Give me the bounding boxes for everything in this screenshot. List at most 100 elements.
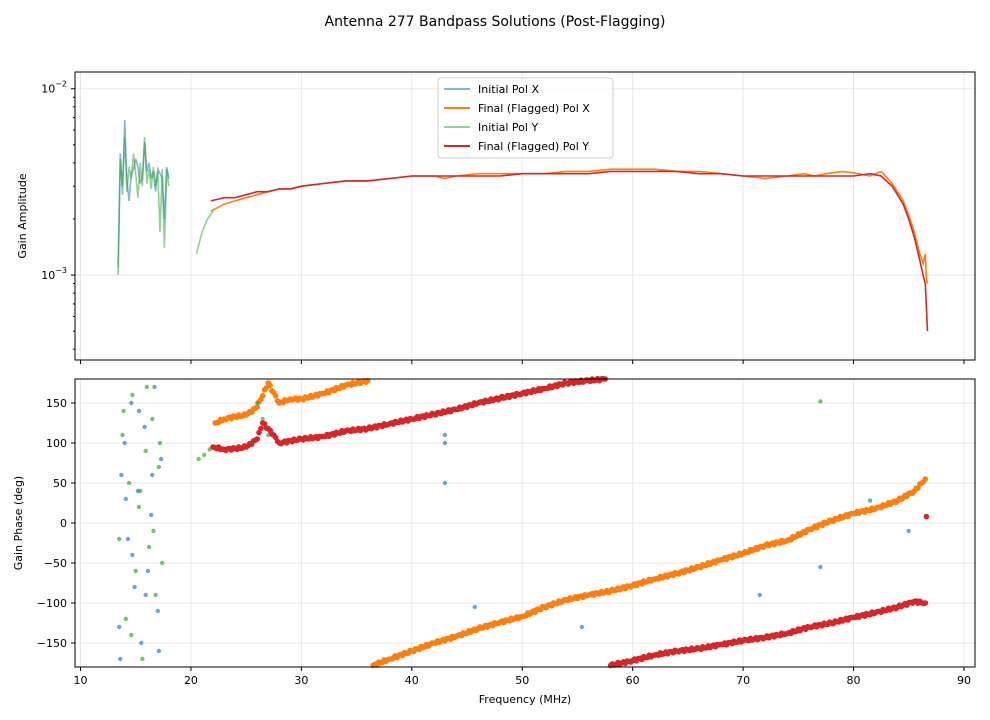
ph-point-0-12 bbox=[155, 608, 160, 614]
chart-title: Antenna 277 Bandpass Solutions (Post-Fla… bbox=[325, 14, 666, 30]
ph-fill-point-1-17-11 bbox=[473, 627, 480, 634]
ph-point-0-27 bbox=[818, 564, 823, 570]
legend-label-0: Initial Pol X bbox=[478, 83, 539, 96]
ph-ytick-label-100: 100 bbox=[46, 437, 67, 450]
ph-point-0-21 bbox=[442, 432, 448, 438]
ph-point-0-1 bbox=[119, 472, 124, 478]
ph-point-2-28 bbox=[818, 399, 823, 404]
ph-point-2-4 bbox=[130, 392, 135, 398]
legend: Initial Pol X Final (Flagged) Pol X Initia… bbox=[437, 77, 614, 159]
ph-point-2-6 bbox=[136, 504, 142, 510]
ph-fill-point-1-38-2 bbox=[915, 485, 921, 492]
ph-point-2-21 bbox=[202, 452, 207, 458]
ph-ytick-label-0: 0 bbox=[60, 517, 67, 530]
ph-point-0-23 bbox=[442, 480, 448, 486]
ph-fill-point-3-4-5 bbox=[252, 437, 259, 443]
ph-point-0-16 bbox=[130, 552, 135, 558]
ph-point-2-12 bbox=[156, 464, 162, 470]
ph-point-3-39 bbox=[923, 513, 930, 520]
ph-point-2-18 bbox=[151, 528, 156, 534]
ph-point-2-2 bbox=[123, 616, 128, 622]
ph-fill-point-1-11-11 bbox=[363, 379, 369, 386]
ph-fill-point-1-24-11 bbox=[628, 584, 634, 590]
ph-xtick-label-20: 20 bbox=[184, 674, 198, 687]
ph-point-2-15 bbox=[129, 632, 134, 638]
amplitude-axes-frame bbox=[74, 71, 976, 361]
phase-xlabel: Frequency (MHz) bbox=[479, 693, 571, 706]
ph-point-0-28 bbox=[867, 498, 873, 503]
ph-point-2-19 bbox=[157, 440, 163, 446]
ph-point-0-24 bbox=[472, 604, 477, 610]
ph-point-0-17 bbox=[136, 408, 142, 414]
ph-ytick-label-50: 50 bbox=[53, 477, 67, 490]
ph-point-0-15 bbox=[123, 496, 128, 502]
ph-point-0-10 bbox=[149, 512, 154, 518]
amp-series-line-1 bbox=[210, 168, 929, 284]
ph-point-2-5 bbox=[133, 568, 138, 574]
legend-label-1: Final (Flagged) Pol X bbox=[478, 102, 590, 115]
ph-point-0-5 bbox=[132, 584, 137, 590]
ph-point-0-26 bbox=[757, 592, 762, 598]
amp-series-line-3 bbox=[210, 170, 929, 332]
ph-fill-point-3-38-5 bbox=[920, 600, 927, 607]
ph-point-2-11 bbox=[153, 592, 158, 598]
ph-point-2-13 bbox=[160, 560, 165, 566]
ph-xtick-label-30: 30 bbox=[294, 674, 308, 687]
legend-label-2: Initial Pol Y bbox=[478, 121, 538, 134]
ph-point-0-11 bbox=[152, 384, 157, 390]
ph-point-0-22 bbox=[442, 440, 448, 446]
ph-point-0-14 bbox=[118, 656, 123, 662]
ph-fill-point-1-30-11 bbox=[760, 544, 767, 550]
legend-box bbox=[437, 77, 614, 159]
ph-fill-point-1-37-8 bbox=[909, 490, 916, 497]
ph-fill-point-1-23-11 bbox=[605, 589, 612, 596]
ph-xtick-label-90: 90 bbox=[957, 674, 971, 687]
ph-point-0-20 bbox=[156, 648, 162, 654]
ph-xtick-label-60: 60 bbox=[626, 674, 640, 687]
ph-fill-point-1-5-3 bbox=[259, 392, 266, 399]
legend-label-3: Final (Flagged) Pol Y bbox=[478, 140, 589, 153]
ph-xtick-label-50: 50 bbox=[515, 674, 529, 687]
ph-point-2-9 bbox=[146, 544, 152, 550]
ph-fill-point-1-36-11 bbox=[893, 499, 899, 506]
ph-fill-point-1-38-5 bbox=[920, 479, 927, 485]
ph-point-2-7 bbox=[140, 656, 145, 662]
ph-point-0-25 bbox=[579, 624, 585, 630]
ph-ytick-label--50: −50 bbox=[44, 557, 67, 570]
ph-point-2-1 bbox=[120, 432, 125, 438]
ph-xtick-label-70: 70 bbox=[736, 674, 750, 687]
ph-point-0-9 bbox=[145, 568, 151, 574]
phase-ylabel: Gain Phase (deg) bbox=[12, 476, 25, 570]
ph-point-2-0 bbox=[117, 536, 122, 542]
ph-fill-point-1-4-5 bbox=[252, 405, 259, 411]
ph-point-2-17 bbox=[144, 384, 149, 390]
ph-point-0-7 bbox=[139, 640, 144, 646]
ph-point-2-14 bbox=[121, 408, 126, 414]
ph-point-2-25 bbox=[260, 416, 265, 422]
ph-point-0-2 bbox=[122, 440, 127, 446]
ph-point-0-4 bbox=[129, 400, 134, 406]
ph-fill-point-3-6-1 bbox=[261, 421, 268, 427]
ph-ytick-label--150: −150 bbox=[37, 637, 67, 650]
amp-series-line-2 bbox=[117, 137, 214, 276]
ph-fill-point-1-6-4 bbox=[272, 392, 279, 399]
ph-fill-point-3-36-11 bbox=[893, 605, 899, 612]
phase-panel: 10 20 30 40 50 60 70 80 90 −150 −100 −50 0 50 100 150 G… bbox=[12, 375, 976, 706]
ph-point-0-29 bbox=[906, 528, 911, 534]
ph-fill-point-3-5-2 bbox=[258, 425, 264, 432]
amplitude-panel: 10−3 10−2 Gain Amplitude Initial Pol X Fin… bbox=[16, 71, 976, 364]
ph-point-0-19 bbox=[150, 472, 155, 478]
ph-point-2-8 bbox=[143, 448, 148, 454]
ph-point-2-10 bbox=[150, 416, 155, 422]
ph-point-0-3 bbox=[125, 536, 131, 542]
ph-point-2-3 bbox=[126, 480, 132, 486]
ph-xtick-label-10: 10 bbox=[74, 674, 88, 687]
ph-point-0-18 bbox=[143, 592, 148, 598]
ph-point-2-24 bbox=[255, 400, 260, 406]
ph-point-0-0 bbox=[117, 624, 122, 630]
amp-ytick-label-0: 10−3 bbox=[41, 266, 67, 282]
ph-fill-point-3-17-11 bbox=[495, 397, 502, 403]
ph-xtick-label-80: 80 bbox=[847, 674, 861, 687]
amp-ytick-label-1: 10−2 bbox=[41, 80, 67, 96]
